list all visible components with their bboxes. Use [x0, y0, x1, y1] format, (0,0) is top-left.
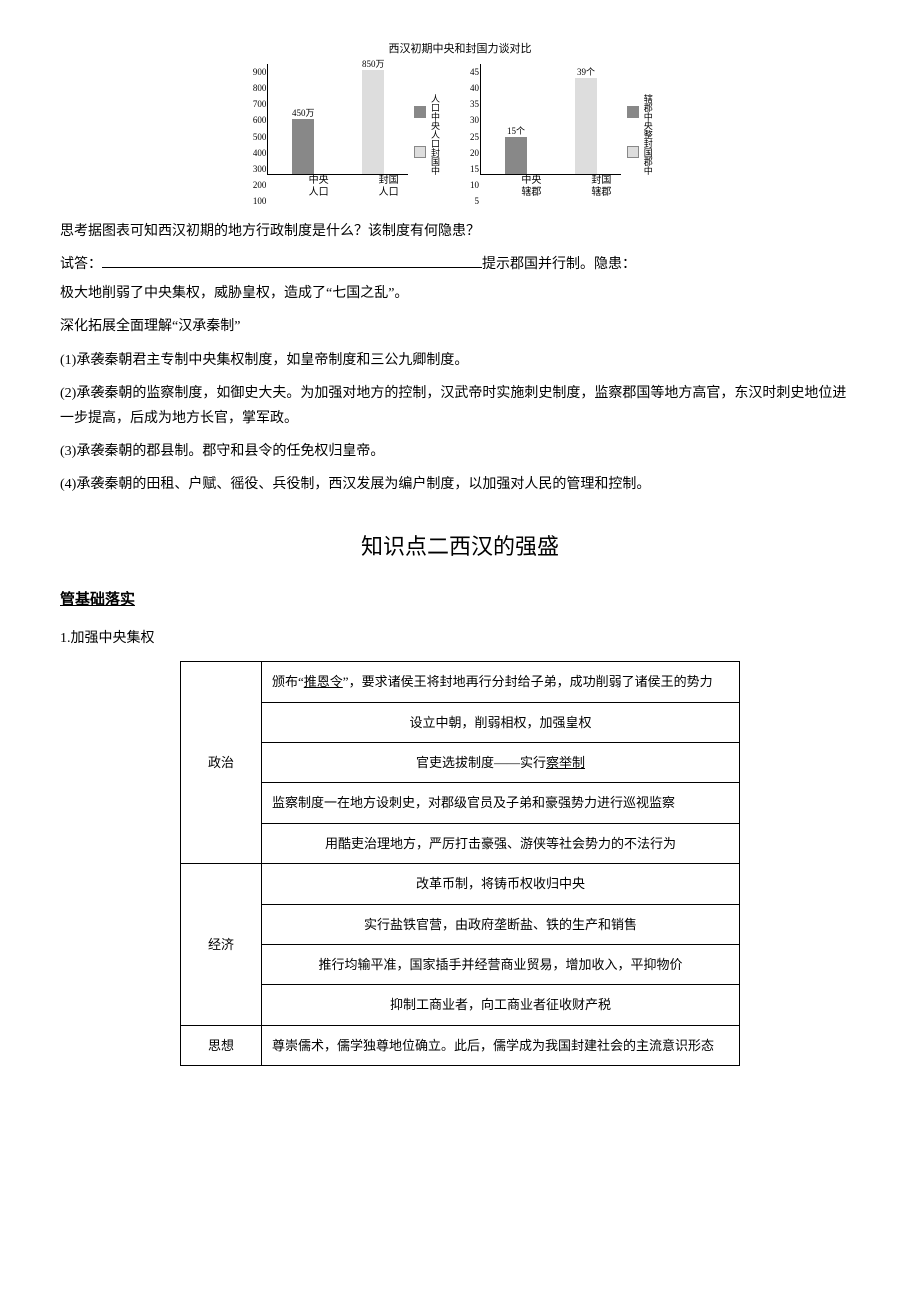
bar: 850万 [362, 70, 384, 174]
chart-container: 900800700600500400300200100 450万850万 人口中… [60, 64, 860, 199]
heading-2: 知识点二西汉的强盛 [60, 527, 860, 567]
bar: 39个 [575, 78, 597, 173]
y-tick: 200 [238, 177, 266, 193]
bar-label: 450万 [292, 105, 315, 121]
list-item-1: 1.加强中央集权 [60, 626, 860, 651]
legend-label: 人口中央 [428, 94, 440, 130]
y-tick: 900 [238, 64, 266, 80]
legend-swatch [414, 146, 426, 158]
table-row: 用酷吏治理地方，严厉打击豪强、游侠等社会势力的不法行为 [181, 823, 740, 863]
bar: 15个 [505, 137, 527, 174]
table-cell: 监察制度一在地方设刺史，对郡级官员及子弟和豪强势力进行巡视监察 [262, 783, 740, 823]
legend-label: 辖郡中央 [641, 94, 653, 130]
table-cell: 设立中朝，削弱相权，加强皇权 [262, 702, 740, 742]
deepen-title: 深化拓展全面理解“汉承秦制” [60, 314, 860, 339]
y-tick: 300 [238, 161, 266, 177]
table-cell: 抑制工商业者，向工商业者征收财产税 [262, 985, 740, 1025]
x-label: 中央人口 [299, 175, 339, 199]
y-tick: 30 [451, 112, 479, 128]
table-row: 经济改革币制，将铸币权收归中央 [181, 864, 740, 904]
bar-label: 850万 [362, 56, 385, 72]
table-row: 官吏选拔制度——实行察举制 [181, 743, 740, 783]
table-row: 思想尊崇儒术，儒学独尊地位确立。此后，儒学成为我国封建社会的主流意识形态 [181, 1025, 740, 1065]
x-label: 封国辖郡 [581, 175, 621, 199]
y-tick: 500 [238, 129, 266, 145]
legend-swatch [627, 146, 639, 158]
table-row: 政治颁布“推恩令”，要求诸侯王将封地再行分封给子弟，成功削弱了诸侯王的势力 [181, 662, 740, 702]
blank-line [102, 267, 482, 268]
y-tick: 20 [451, 145, 479, 161]
table-row: 监察制度一在地方设刺史，对郡级官员及子弟和豪强势力进行巡视监察 [181, 783, 740, 823]
point-3: (3)承袭秦朝的郡县制。郡守和县令的任免权归皇帝。 [60, 439, 860, 464]
y-tick: 700 [238, 96, 266, 112]
table-row: 推行均输平准，国家插手并经营商业贸易，增加收入，平抑物价 [181, 945, 740, 985]
x-label: 封国人口 [369, 175, 409, 199]
chart-title: 西汉初期中央和封国力谈对比 [60, 40, 860, 60]
table-cell: 改革币制，将铸币权收归中央 [262, 864, 740, 904]
legend-item: 人口中央 [414, 94, 440, 130]
legend-swatch [627, 106, 639, 118]
y-tick: 800 [238, 80, 266, 96]
point-1: (1)承袭秦朝君主专制中央集权制度，如皇帝制度和三公九卿制度。 [60, 348, 860, 373]
table-cell: 推行均输平准，国家插手并经营商业贸易，增加收入，平抑物价 [262, 945, 740, 985]
section-head: 管基础落实 [60, 587, 860, 614]
bar-label: 15个 [507, 123, 525, 139]
y-tick: 15 [451, 161, 479, 177]
answer-line: 试答： 提示郡国并行制。隐患： [60, 252, 860, 277]
bar-label: 39个 [577, 64, 595, 80]
table-row: 抑制工商业者，向工商业者征收财产税 [181, 985, 740, 1025]
table-row: 设立中朝，削弱相权，加强皇权 [181, 702, 740, 742]
chart-right: 45403530252015105 15个39个 辖郡中央整封国郡中 中央辖郡封… [480, 64, 653, 199]
chart-left: 900800700600500400300200100 450万850万 人口中… [267, 64, 440, 199]
legend-right: 辖郡中央整封国郡中 [627, 94, 653, 175]
y-tick: 10 [451, 177, 479, 193]
legend-item: 整封国郡中 [627, 130, 653, 175]
question-text: 思考据图表可知西汉初期的地方行政制度是什么？该制度有何隐患？ [60, 219, 860, 244]
answer-prefix: 试答： [60, 257, 102, 272]
table-cell: 实行盐铁官营，由政府垄断盐、铁的生产和销售 [262, 904, 740, 944]
y-tick: 600 [238, 112, 266, 128]
y-tick: 35 [451, 96, 479, 112]
answer-hint: 提示郡国并行制。隐患： [482, 257, 636, 272]
legend-item: 人口封国中 [414, 130, 440, 175]
legend-label: 人口封国中 [428, 130, 440, 175]
y-tick: 400 [238, 145, 266, 161]
point-4: (4)承袭秦朝的田租、户赋、徭役、兵役制，西汉发展为编户制度，以加强对人民的管理… [60, 472, 860, 497]
table-category: 思想 [181, 1025, 262, 1065]
legend-item: 辖郡中央 [627, 94, 653, 130]
legend-left: 人口中央人口封国中 [414, 94, 440, 175]
point-2: (2)承袭秦朝的监察制度，如御史大夫。为加强对地方的控制，汉武帝时实施刺史制度，… [60, 381, 860, 431]
table-cell: 用酷吏治理地方，严厉打击豪强、游侠等社会势力的不法行为 [262, 823, 740, 863]
y-tick: 25 [451, 129, 479, 145]
table-category: 政治 [181, 662, 262, 864]
y-tick: 40 [451, 80, 479, 96]
table-row: 实行盐铁官营，由政府垄断盐、铁的生产和销售 [181, 904, 740, 944]
y-tick: 5 [451, 193, 479, 209]
y-tick: 45 [451, 64, 479, 80]
chart-right-plot: 45403530252015105 15个39个 [480, 64, 621, 175]
answer-line2: 极大地削弱了中央集权，威胁皇权，造成了“七国之乱”。 [60, 281, 860, 306]
legend-swatch [414, 106, 426, 118]
underline-term: 察举制 [546, 755, 585, 770]
measures-table: 政治颁布“推恩令”，要求诸侯王将封地再行分封给子弟，成功削弱了诸侯王的势力设立中… [180, 661, 740, 1066]
table-cell: 官吏选拔制度——实行察举制 [262, 743, 740, 783]
table-cell: 尊崇儒术，儒学独尊地位确立。此后，儒学成为我国封建社会的主流意识形态 [262, 1025, 740, 1065]
x-label: 中央辖郡 [511, 175, 551, 199]
chart-left-plot: 900800700600500400300200100 450万850万 [267, 64, 408, 175]
legend-label: 整封国郡中 [641, 130, 653, 175]
bar: 450万 [292, 119, 314, 174]
y-tick: 100 [238, 193, 266, 209]
underline-term: 推恩令 [304, 674, 343, 689]
table-cell: 颁布“推恩令”，要求诸侯王将封地再行分封给子弟，成功削弱了诸侯王的势力 [262, 662, 740, 702]
table-category: 经济 [181, 864, 262, 1026]
